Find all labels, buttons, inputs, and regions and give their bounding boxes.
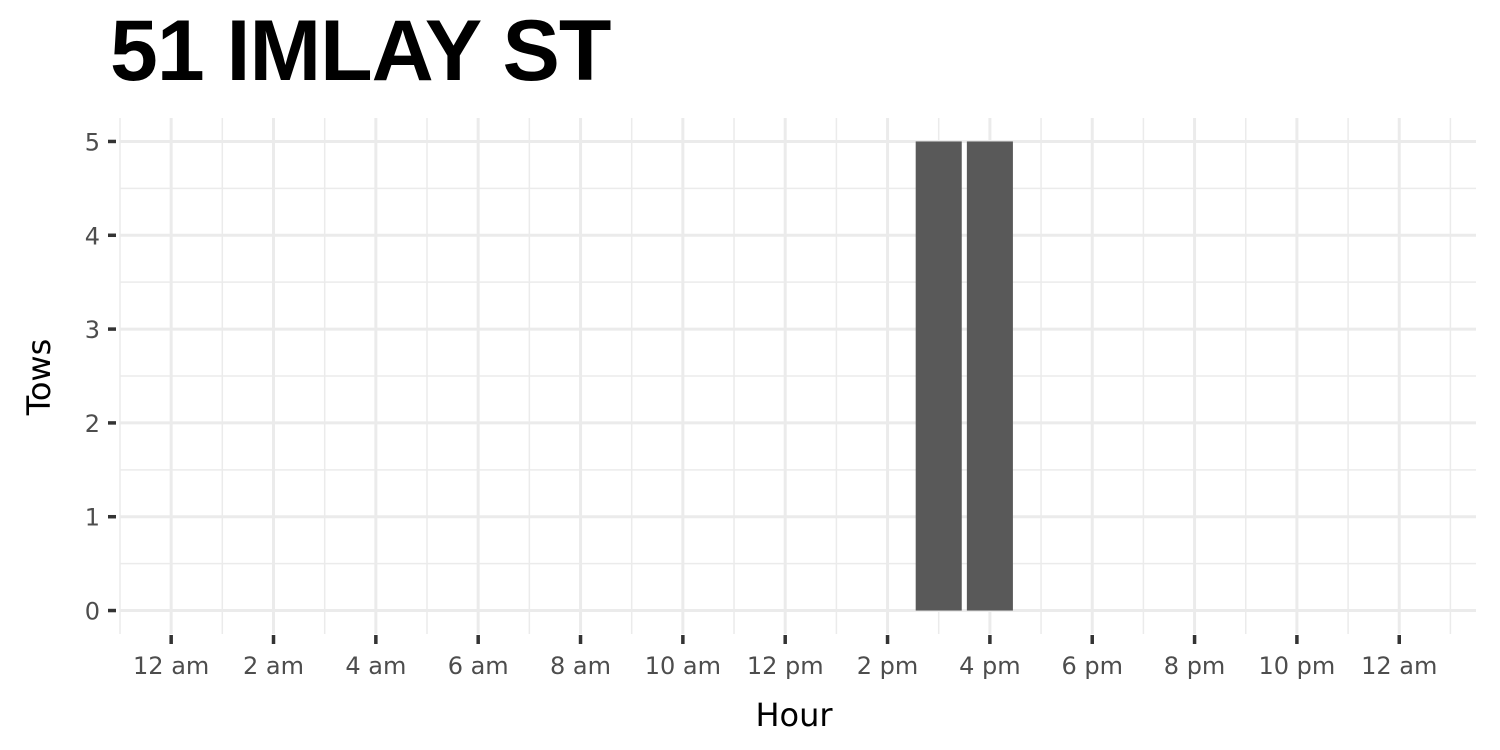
x-tick-label: 8 pm [1164, 652, 1226, 680]
y-tick-label: 4 [85, 222, 100, 250]
x-tick-label: 10 am [645, 652, 721, 680]
grid-minor-lines [119, 118, 1476, 634]
bars [915, 141, 1013, 611]
y-tick-label: 3 [85, 316, 100, 344]
y-tick-label: 5 [85, 128, 100, 156]
x-tick-label: 4 am [345, 652, 406, 680]
bar [966, 141, 1013, 611]
x-tick-label: 12 pm [747, 652, 824, 680]
x-tick-label: 10 pm [1259, 652, 1336, 680]
bar [915, 141, 962, 611]
x-axis: 12 am 2 am 4 am 6 am 8 am 10 am 12 pm 2 pm 4 pm 6… [133, 635, 1437, 680]
x-tick-label: 6 pm [1061, 652, 1123, 680]
x-tick-label: 4 pm [959, 652, 1021, 680]
x-tick-label: 8 am [550, 652, 611, 680]
chart-title: 51 IMLAY ST [110, 3, 611, 99]
x-tick-label: 6 am [448, 652, 509, 680]
x-tick-label: 2 am [243, 652, 304, 680]
x-tick-label: 12 am [133, 652, 209, 680]
x-tick-label: 12 am [1361, 652, 1437, 680]
y-axis-title: Tows [20, 339, 58, 417]
y-tick-label: 1 [85, 504, 100, 532]
x-tick-label: 2 pm [857, 652, 919, 680]
y-axis: 0 1 2 3 4 5 [85, 128, 116, 626]
y-tick-label: 2 [85, 410, 100, 438]
y-tick-label: 0 [85, 598, 100, 626]
x-axis-title: Hour [755, 696, 833, 734]
